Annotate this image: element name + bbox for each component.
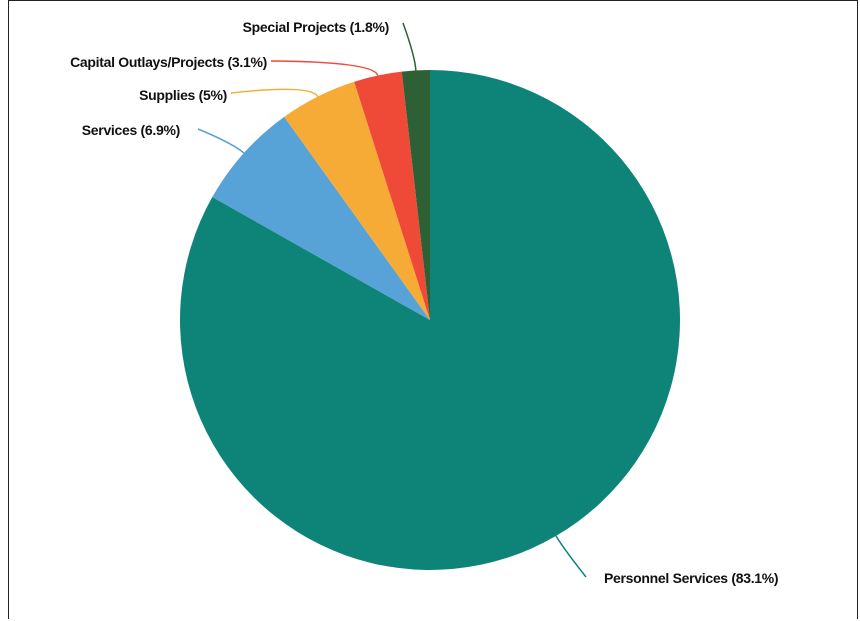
slice-label-capital-outlays-projects: Capital Outlays/Projects (3.1%) bbox=[70, 54, 267, 70]
slice-label-services: Services (6.9%) bbox=[82, 122, 180, 138]
pie-slice-capital-outlays-projects[interactable] bbox=[354, 71, 430, 320]
leader-line-personnel-services bbox=[555, 535, 587, 578]
leader-lines bbox=[197, 22, 587, 578]
leader-line-capital-outlays-projects bbox=[270, 60, 379, 76]
leader-line-special-projects bbox=[402, 22, 417, 71]
pie-slice-personnel-services[interactable] bbox=[179, 70, 680, 570]
slice-label-personnel-services: Personnel Services (83.1%) bbox=[604, 570, 778, 586]
pie-slices bbox=[179, 70, 680, 570]
slice-labels: Personnel Services (83.1%) Services (6.9%… bbox=[70, 19, 778, 586]
pie-slice-services[interactable] bbox=[212, 116, 430, 320]
slice-label-special-projects: Special Projects (1.8%) bbox=[243, 19, 389, 35]
leader-line-services bbox=[197, 128, 245, 154]
slice-label-supplies: Supplies (5%) bbox=[139, 87, 227, 103]
leader-line-supplies bbox=[230, 88, 319, 98]
pie-slice-supplies[interactable] bbox=[284, 81, 430, 320]
pie-slice-special-projects[interactable] bbox=[401, 70, 430, 320]
